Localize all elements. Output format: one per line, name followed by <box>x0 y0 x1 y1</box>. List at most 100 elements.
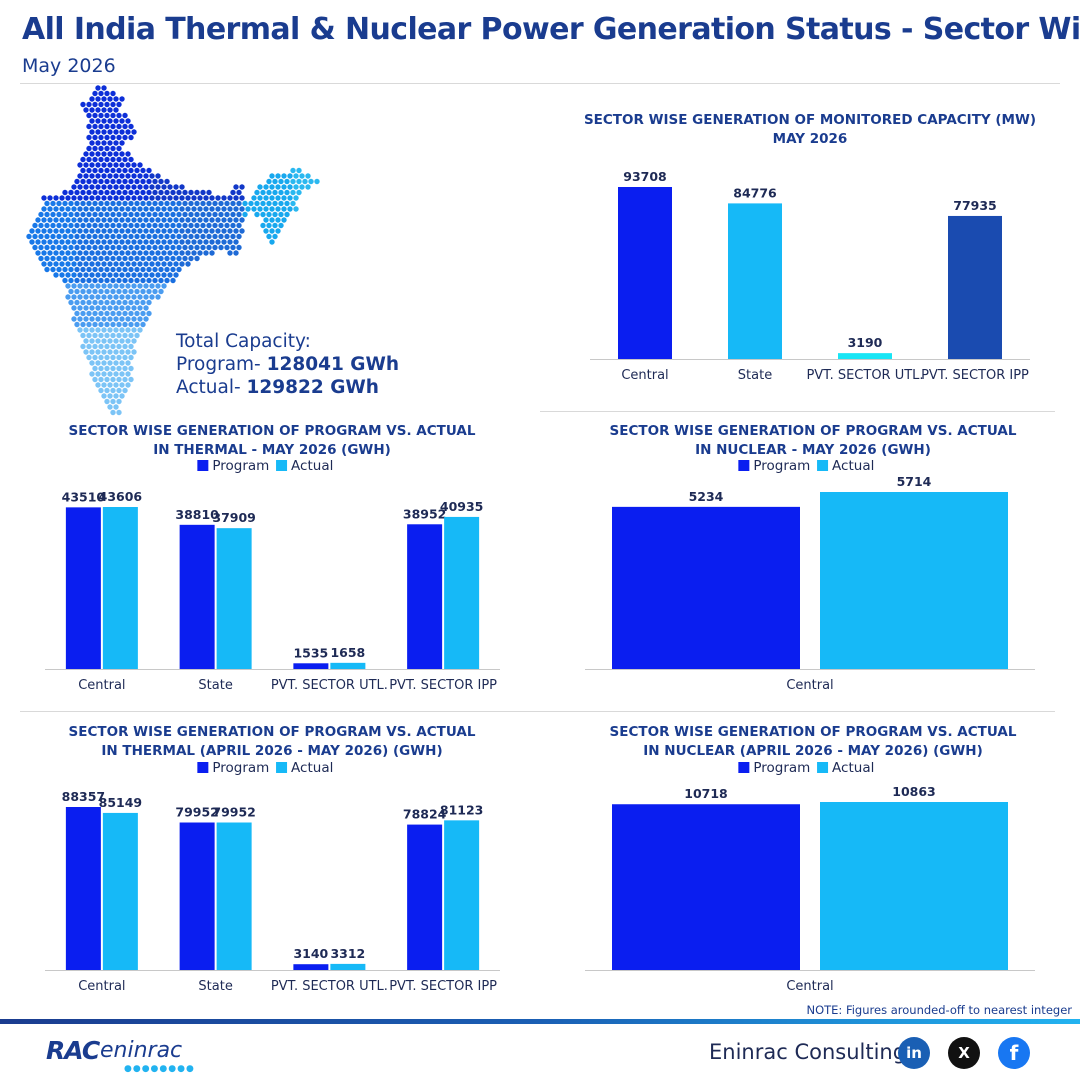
map-dot <box>131 173 137 179</box>
map-dot <box>146 299 152 306</box>
chart-5: SECTOR WISE GENERATION OF PROGRAM VS. AC… <box>585 724 1035 994</box>
map-dot <box>113 294 119 300</box>
map-dot <box>113 162 119 168</box>
map-dot <box>149 173 155 179</box>
map-dot <box>143 206 149 212</box>
map-dot <box>140 211 146 218</box>
map-dot <box>131 316 137 322</box>
map-dot <box>119 162 125 168</box>
bar-actual <box>444 516 480 669</box>
map-dot <box>227 250 233 256</box>
map-dot <box>236 189 242 196</box>
map-dot <box>95 107 101 113</box>
bar-actual <box>102 507 138 669</box>
map-dot <box>122 167 128 174</box>
map-dot <box>119 173 125 179</box>
bar-program <box>407 824 443 970</box>
map-dot <box>290 189 296 196</box>
map-dot <box>131 129 137 135</box>
map-dot <box>110 277 116 284</box>
map-dot <box>128 211 134 218</box>
map-dot <box>110 321 116 328</box>
map-dot <box>119 393 125 399</box>
map-dot <box>35 250 41 256</box>
map-dot <box>185 239 191 245</box>
map-dot <box>263 195 269 201</box>
map-dot <box>92 299 98 306</box>
eninrac-logo[interactable]: RAC eninrac ●●●●●●●● <box>46 1036 196 1074</box>
map-dot <box>35 217 41 223</box>
map-dot <box>62 266 68 273</box>
legend-swatch-actual <box>817 460 829 471</box>
map-dot <box>128 343 134 350</box>
map-dot <box>131 162 137 168</box>
map-dot <box>116 376 122 383</box>
bar-value-label: 93708 <box>623 169 667 184</box>
map-dot <box>152 178 158 185</box>
map-dot <box>38 244 44 251</box>
map-dot <box>98 354 104 361</box>
map-dot <box>104 101 110 108</box>
bar-value-label: 37909 <box>212 510 256 525</box>
bar-program <box>65 507 101 669</box>
map-dot <box>119 217 125 223</box>
map-dot <box>167 272 173 278</box>
map-dot <box>137 316 143 322</box>
map-dot <box>137 162 143 168</box>
map-dot <box>179 228 185 234</box>
map-dot <box>59 250 65 256</box>
map-dot <box>29 228 35 234</box>
bar <box>838 353 892 359</box>
map-dot <box>143 261 149 267</box>
map-dot <box>92 365 98 372</box>
map-dot <box>65 217 71 223</box>
map-dot <box>71 228 77 234</box>
map-dot <box>116 332 122 339</box>
map-dot <box>227 239 233 245</box>
map-dot <box>119 338 125 344</box>
map-dot <box>152 277 158 284</box>
map-dot <box>101 393 107 399</box>
map-dot <box>140 233 146 240</box>
map-dot <box>104 233 110 240</box>
map-dot <box>104 167 110 174</box>
map-dot <box>83 107 89 113</box>
map-dot <box>86 255 92 262</box>
facebook-icon[interactable]: f <box>998 1037 1030 1069</box>
map-dot <box>158 255 164 262</box>
map-dot <box>101 349 107 355</box>
map-dot <box>149 195 155 201</box>
map-dot <box>113 349 119 355</box>
logo-dots: ●●●●●●●● <box>124 1064 195 1074</box>
linkedin-icon[interactable]: in <box>898 1037 930 1069</box>
map-dot <box>128 310 134 317</box>
map-dot <box>122 255 128 262</box>
map-dot <box>185 250 191 256</box>
map-dot <box>77 217 83 223</box>
map-dot <box>212 200 218 207</box>
map-dot <box>71 239 77 245</box>
map-dot <box>38 233 44 240</box>
map-dot <box>47 239 53 245</box>
x-tick-label: PVT. SECTOR UTL. <box>271 678 388 693</box>
map-dot <box>167 184 173 190</box>
map-dot <box>281 206 287 212</box>
map-dot <box>161 272 167 278</box>
map-dot <box>137 272 143 278</box>
legend-label: Actual <box>832 458 874 474</box>
bar-program <box>407 524 443 669</box>
bar-value-label: 1658 <box>330 645 365 660</box>
map-dot <box>158 222 164 229</box>
map-dot <box>98 134 104 141</box>
map-dot <box>53 261 59 267</box>
map-dot <box>176 189 182 196</box>
map-dot <box>137 283 143 289</box>
map-dot <box>296 167 302 174</box>
map-dot <box>227 217 233 223</box>
map-dot <box>284 189 290 196</box>
map-dot <box>47 206 53 212</box>
x-twitter-icon[interactable]: X <box>948 1037 980 1069</box>
map-dot <box>104 156 110 163</box>
map-dot <box>170 266 176 273</box>
map-dot <box>230 211 236 218</box>
